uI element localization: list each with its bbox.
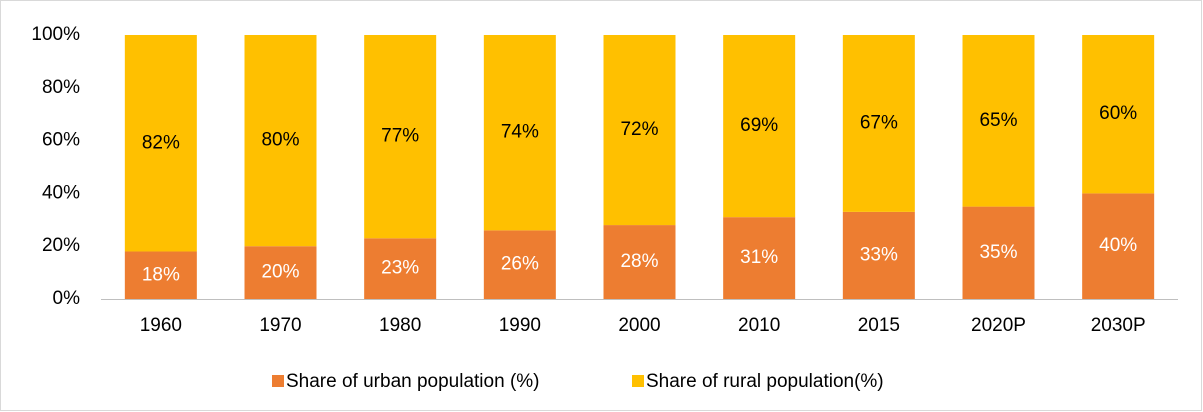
y-tick-label: 100% bbox=[31, 24, 80, 45]
x-tick-label: 2015 bbox=[858, 315, 900, 336]
data-label: 60% bbox=[1099, 103, 1137, 124]
bar-segment bbox=[244, 246, 317, 299]
bar-segment bbox=[124, 35, 197, 252]
legend-swatch bbox=[272, 375, 284, 387]
bar-segment bbox=[962, 35, 1035, 207]
bar-segment bbox=[723, 35, 796, 218]
legend-swatch bbox=[632, 375, 644, 387]
data-label: 23% bbox=[381, 258, 419, 279]
x-tick-label: 2000 bbox=[618, 315, 660, 336]
data-label: 40% bbox=[1099, 235, 1137, 256]
data-label: 26% bbox=[501, 254, 539, 275]
bar-segment bbox=[244, 35, 317, 247]
data-label: 77% bbox=[381, 126, 419, 147]
data-label: 72% bbox=[620, 119, 658, 140]
data-label: 33% bbox=[860, 244, 898, 265]
y-tick-label: 80% bbox=[42, 77, 80, 98]
x-tick-label: 2030P bbox=[1091, 315, 1146, 336]
data-label: 18% bbox=[142, 264, 180, 285]
data-label: 69% bbox=[740, 115, 778, 136]
legend-label: Share of urban population (%) bbox=[286, 371, 540, 392]
x-tick-label: 1970 bbox=[259, 315, 301, 336]
bar-segment bbox=[962, 206, 1035, 299]
data-label: 20% bbox=[261, 262, 299, 283]
bar-segment bbox=[1082, 193, 1155, 299]
data-label: 74% bbox=[501, 122, 539, 143]
y-tick-label: 20% bbox=[42, 235, 80, 256]
data-label: 67% bbox=[860, 112, 898, 133]
bar-segment bbox=[723, 217, 796, 299]
bar-segment bbox=[364, 238, 437, 299]
bar-segment bbox=[364, 35, 437, 239]
data-label: 80% bbox=[261, 130, 299, 151]
y-tick-label: 0% bbox=[53, 288, 81, 309]
bar-segment bbox=[842, 211, 915, 299]
y-tick-label: 40% bbox=[42, 182, 80, 203]
data-label: 65% bbox=[979, 110, 1017, 131]
y-tick-label: 60% bbox=[42, 130, 80, 151]
bar-segment bbox=[483, 35, 556, 231]
data-label: 31% bbox=[740, 247, 778, 268]
bar-segment bbox=[603, 35, 676, 226]
legend-label: Share of rural population(%) bbox=[646, 371, 884, 392]
bar-segment bbox=[124, 251, 197, 299]
x-tick-label: 2010 bbox=[738, 315, 780, 336]
data-label: 28% bbox=[620, 251, 658, 272]
bar-segment bbox=[842, 35, 915, 212]
x-tick-label: 1960 bbox=[140, 315, 182, 336]
data-label: 35% bbox=[979, 242, 1017, 263]
x-tick-label: 2020P bbox=[971, 315, 1026, 336]
x-tick-label: 1980 bbox=[379, 315, 421, 336]
x-tick-label: 1990 bbox=[499, 315, 541, 336]
data-label: 82% bbox=[142, 132, 180, 153]
bar-segment bbox=[1082, 35, 1155, 194]
bar-segment bbox=[483, 230, 556, 299]
bar-segment bbox=[603, 225, 676, 299]
